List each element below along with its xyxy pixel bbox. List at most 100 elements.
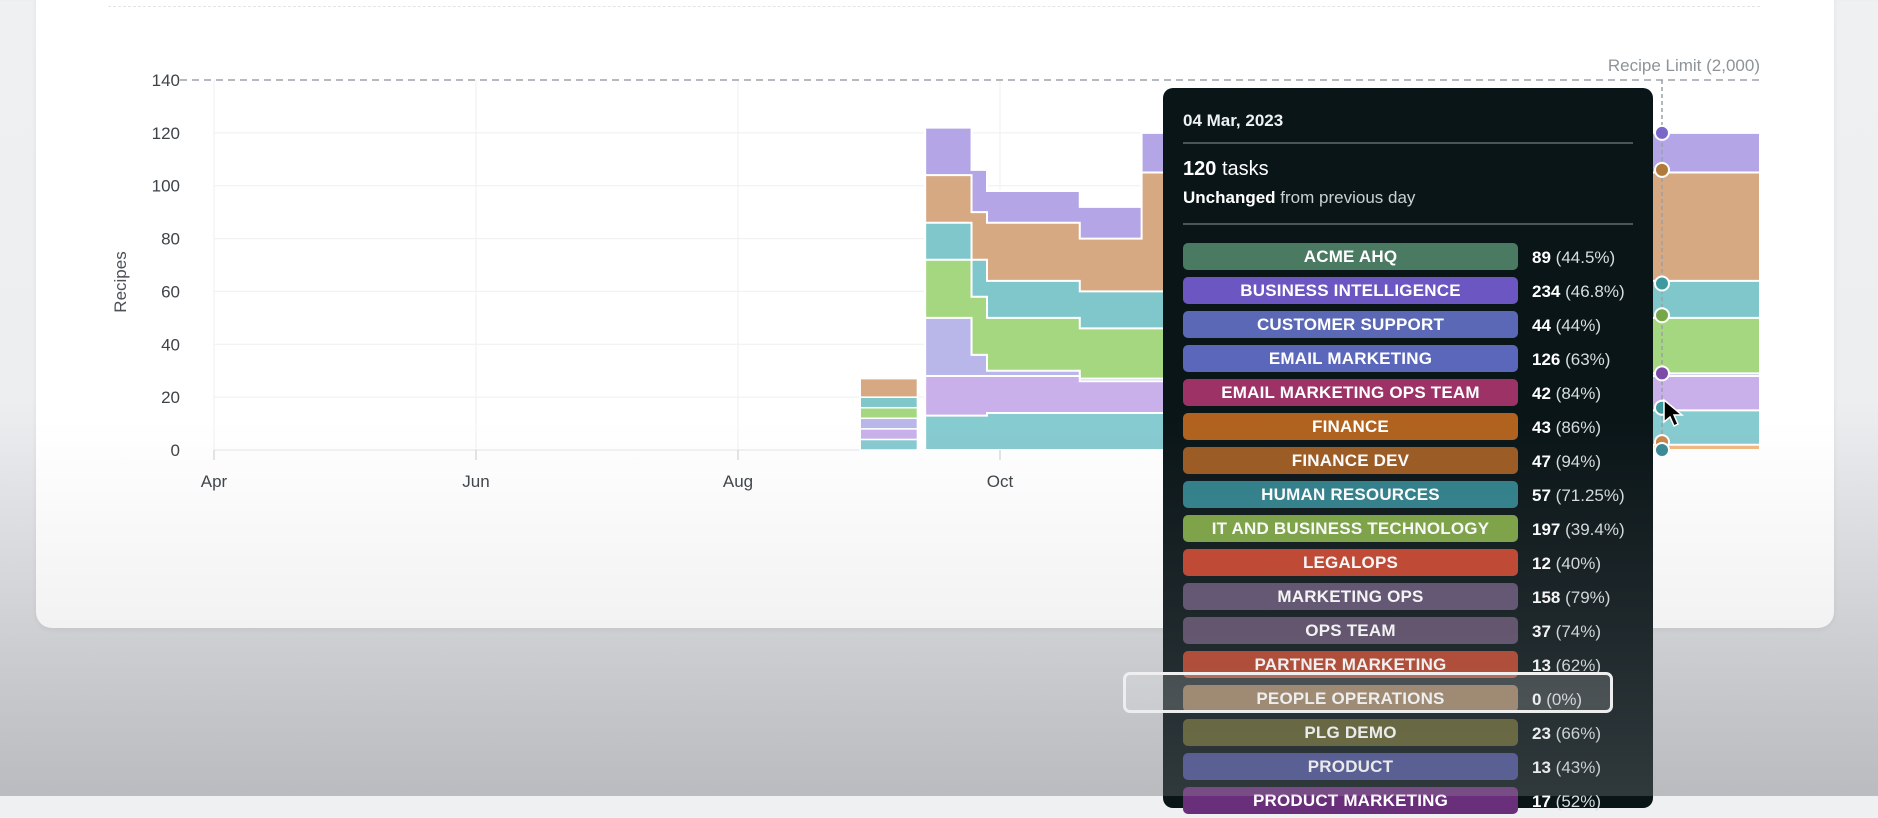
team-value: 42 (84%) xyxy=(1532,384,1601,404)
team-value: 47 (94%) xyxy=(1532,452,1601,472)
team-label-pill: IT AND BUSINESS TECHNOLOGY xyxy=(1183,515,1518,542)
hover-tooltip: 04 Mar, 2023 120 tasks Unchanged from pr… xyxy=(1163,88,1653,814)
area-early-segment[interactable] xyxy=(859,428,919,441)
team-name: LEGALOPS xyxy=(1302,552,1399,572)
team-label-pill: CUSTOMER SUPPORT xyxy=(1183,311,1518,338)
team-count: 23 xyxy=(1532,724,1551,743)
team-value: 0 (0%) xyxy=(1532,690,1582,710)
tooltip-change-text: Unchanged from previous day xyxy=(1183,188,1415,208)
team-name: MARKETING OPS xyxy=(1277,586,1424,606)
team-name: BUSINESS INTELLIGENCE xyxy=(1240,280,1461,300)
recipe-limit-line: Recipe Limit (2,000) xyxy=(180,56,1760,81)
team-count: 43 xyxy=(1532,418,1551,437)
team-value: 23 (66%) xyxy=(1532,724,1601,744)
team-value: 89 (44.5%) xyxy=(1532,248,1615,268)
team-name: PRODUCT MARKETING xyxy=(1252,790,1449,810)
team-name: PLG DEMO xyxy=(1304,722,1397,742)
area-early-segment[interactable] xyxy=(859,406,919,420)
tooltip-change-rest: from previous day xyxy=(1280,188,1416,207)
card-divider xyxy=(108,6,1760,7)
team-label-pill: MARKETING OPS xyxy=(1183,583,1518,610)
tooltip-team-row: FINANCE DEV 47 (94%) xyxy=(1183,444,1643,478)
y-axis-label: Recipes xyxy=(111,251,130,312)
y-tick-label: 120 xyxy=(152,124,180,143)
x-tick-label: Jun xyxy=(462,472,489,491)
x-axis-ticks: Apr Jun Aug Oct xyxy=(201,450,1013,491)
team-value: 43 (86%) xyxy=(1532,418,1601,438)
team-label-pill: LEGALOPS xyxy=(1183,549,1518,576)
team-label-pill: PRODUCT xyxy=(1183,753,1518,780)
tooltip-team-row: CUSTOMER SUPPORT 44 (44%) xyxy=(1183,308,1643,342)
hover-marker xyxy=(1654,442,1670,458)
tooltip-team-row: EMAIL MARKETING OPS TEAM 42 (84%) xyxy=(1183,376,1643,410)
tooltip-team-row: BUSINESS INTELLIGENCE 234 (46.8%) xyxy=(1183,274,1643,308)
area-early-segment[interactable] xyxy=(859,417,919,430)
team-percent: (86%) xyxy=(1555,418,1602,437)
team-count: 0 xyxy=(1532,690,1542,709)
team-percent: (0%) xyxy=(1546,690,1583,709)
team-count: 13 xyxy=(1532,758,1551,777)
team-count: 13 xyxy=(1532,656,1551,675)
tooltip-change-strong: Unchanged xyxy=(1183,188,1276,207)
team-value: 17 (52%) xyxy=(1532,792,1601,812)
team-name: PEOPLE OPERATIONS xyxy=(1256,688,1445,708)
team-label-pill: PLG DEMO xyxy=(1183,719,1518,746)
team-count: 234 xyxy=(1532,282,1561,301)
team-percent: (63%) xyxy=(1565,350,1611,369)
tooltip-task-total: 120 tasks xyxy=(1183,158,1269,181)
row-highlight-box xyxy=(1123,672,1613,713)
team-value: 197 (39.4%) xyxy=(1532,520,1625,540)
team-count: 158 xyxy=(1532,588,1561,607)
y-tick-label: 0 xyxy=(171,441,180,460)
team-percent: (40%) xyxy=(1555,554,1602,573)
team-value: 12 (40%) xyxy=(1532,554,1601,574)
team-count: 126 xyxy=(1532,350,1561,369)
team-count: 197 xyxy=(1532,520,1561,539)
tooltip-divider xyxy=(1183,223,1633,225)
tooltip-team-row: IT AND BUSINESS TECHNOLOGY 197 (39.4%) xyxy=(1183,512,1643,546)
team-percent: (71.25%) xyxy=(1555,486,1625,505)
team-percent: (74%) xyxy=(1555,622,1602,641)
area-early-segment[interactable] xyxy=(859,377,919,398)
tooltip-team-row: MARKETING OPS 158 (79%) xyxy=(1183,580,1643,614)
team-name: OPS TEAM xyxy=(1305,620,1396,640)
team-value: 126 (63%) xyxy=(1532,350,1610,370)
area-early-segment[interactable] xyxy=(859,438,919,451)
team-name: EMAIL MARKETING OPS TEAM xyxy=(1221,382,1480,402)
area-early-segment[interactable] xyxy=(859,396,919,409)
team-count: 37 xyxy=(1532,622,1551,641)
team-value: 44 (44%) xyxy=(1532,316,1601,336)
team-value: 57 (71.25%) xyxy=(1532,486,1625,506)
tooltip-team-row: FINANCE 43 (86%) xyxy=(1183,410,1643,444)
recipe-limit-label: Recipe Limit (2,000) xyxy=(1608,56,1760,75)
team-value: 13 (43%) xyxy=(1532,758,1601,778)
y-tick-label: 80 xyxy=(161,230,180,249)
tooltip-team-row: OPS TEAM 37 (74%) xyxy=(1183,614,1643,648)
team-name: HUMAN RESOURCES xyxy=(1261,484,1440,504)
x-tick-label: Apr xyxy=(201,472,228,491)
team-name: PRODUCT xyxy=(1307,756,1394,776)
tooltip-task-count: 120 xyxy=(1183,158,1217,180)
team-percent: (66%) xyxy=(1555,724,1602,743)
y-tick-label: 60 xyxy=(161,282,180,301)
team-label-pill: BUSINESS INTELLIGENCE xyxy=(1183,277,1518,304)
team-count: 57 xyxy=(1532,486,1551,505)
team-percent: (52%) xyxy=(1555,792,1602,811)
team-label-pill: PRODUCT MARKETING xyxy=(1183,787,1518,814)
team-percent: (46.8%) xyxy=(1565,282,1625,301)
team-label-pill: FINANCE xyxy=(1183,413,1518,440)
y-axis-ticks: 0 20 40 60 80 100 120 140 xyxy=(152,71,180,460)
team-percent: (62%) xyxy=(1555,656,1602,675)
tooltip-team-row: PLG DEMO 23 (66%) xyxy=(1183,716,1643,750)
team-label-pill: FINANCE DEV xyxy=(1183,447,1518,474)
team-name: IT AND BUSINESS TECHNOLOGY xyxy=(1211,518,1490,538)
tooltip-team-row: PRODUCT 13 (43%) xyxy=(1183,750,1643,784)
team-value: 13 (62%) xyxy=(1532,656,1601,676)
team-name: FINANCE DEV xyxy=(1291,450,1410,470)
team-name: EMAIL MARKETING xyxy=(1268,348,1433,368)
tooltip-team-list: ACME AHQ 89 (44.5%) BUSINESS INTELLIGENCE 2… xyxy=(1183,240,1643,818)
team-label-pill: EMAIL MARKETING xyxy=(1183,345,1518,372)
hover-marker xyxy=(1654,124,1670,141)
tooltip-team-row: PEOPLE OPERATIONS 0 (0%) xyxy=(1183,682,1643,716)
team-name: FINANCE xyxy=(1312,416,1389,436)
